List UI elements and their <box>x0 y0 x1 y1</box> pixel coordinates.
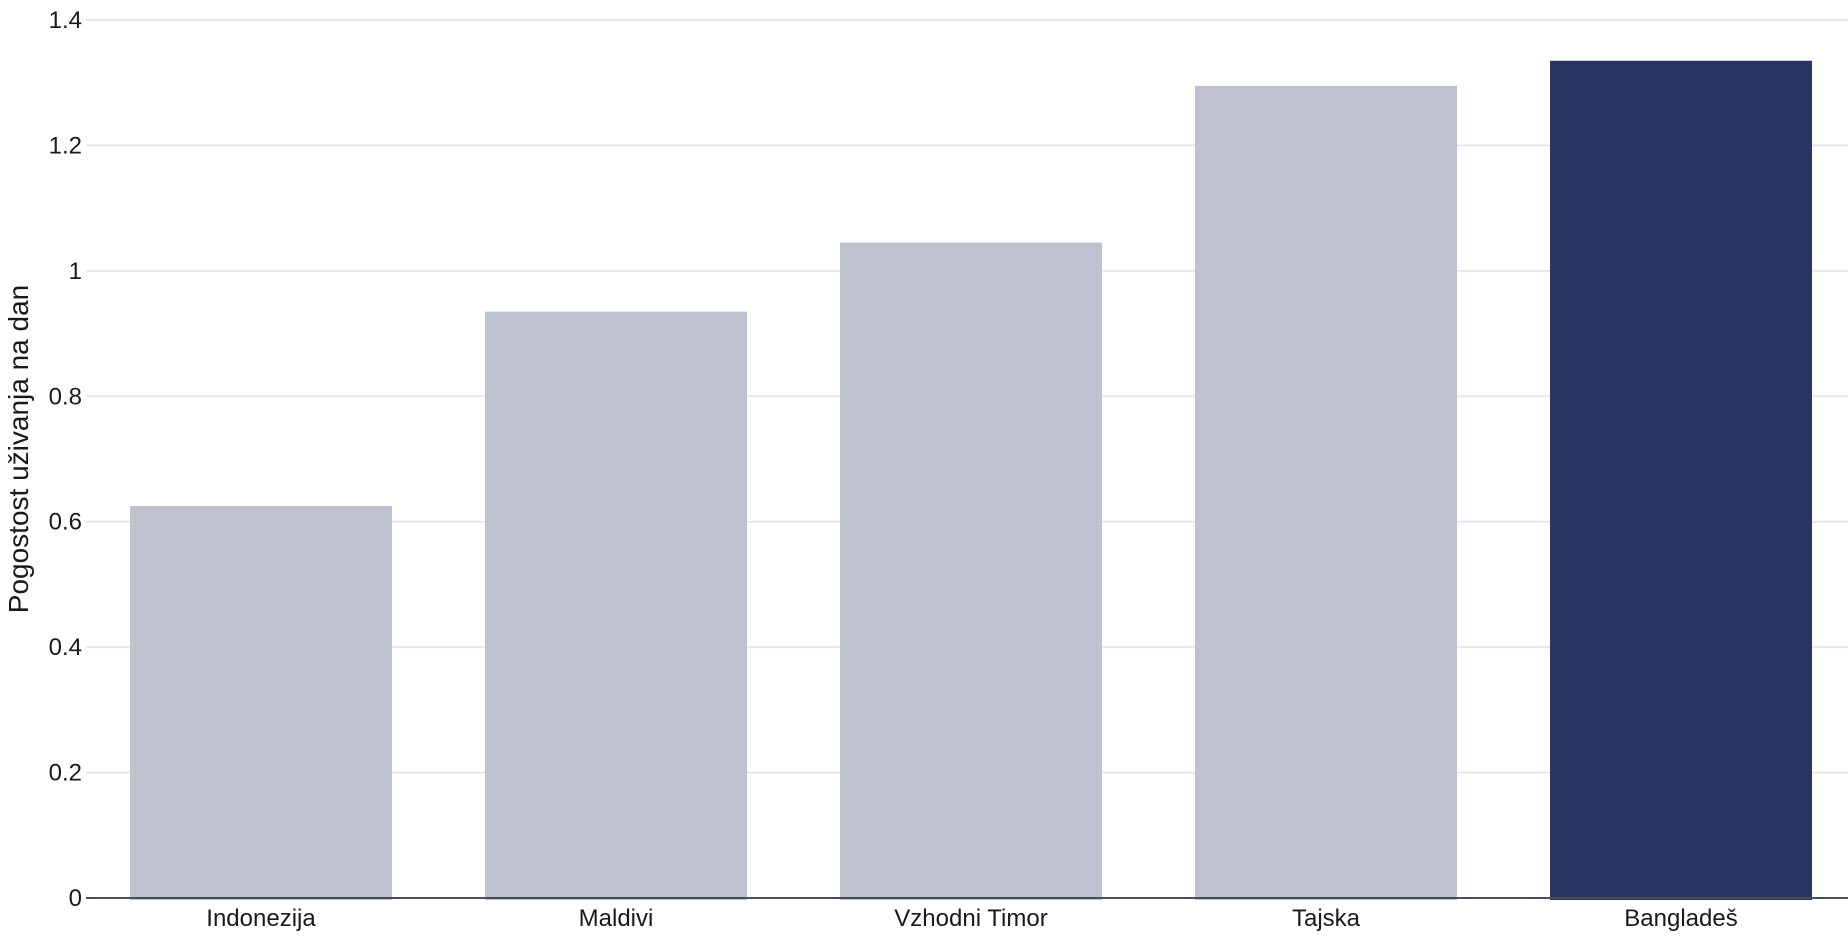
bar-maldivi <box>485 311 747 900</box>
y-tick-label: 1.4 <box>49 7 82 34</box>
x-tick-label: Indonezija <box>206 905 316 932</box>
x-axis-tick-labels: Indonezija Maldivi Vzhodni Timor Tajska Bang… <box>206 905 1737 932</box>
bars <box>130 60 1812 901</box>
y-tick-label: 0.2 <box>49 760 82 787</box>
y-axis-tick-labels: 0 0.2 0.4 0.6 0.8 1 1.2 1.4 <box>49 7 82 912</box>
bar-bangladeš <box>1550 60 1812 901</box>
bar-tajska <box>1195 85 1457 901</box>
y-tick-label: 0 <box>69 885 82 912</box>
y-tick-label: 0.6 <box>49 509 82 536</box>
x-tick-label: Tajska <box>1292 905 1361 932</box>
y-tick-label: 0.8 <box>49 383 82 410</box>
x-tick-label: Maldivi <box>579 905 654 932</box>
bar-indonezija <box>130 506 392 900</box>
x-tick-label: Bangladeš <box>1624 905 1737 932</box>
y-axis-title: Pogostost uživanja na dan <box>3 285 34 613</box>
bar-vzhodni-timor <box>840 242 1102 900</box>
y-tick-label: 1.2 <box>49 132 82 159</box>
x-tick-label: Vzhodni Timor <box>894 905 1047 932</box>
y-tick-label: 0.4 <box>49 634 82 661</box>
y-tick-label: 1 <box>69 258 82 285</box>
